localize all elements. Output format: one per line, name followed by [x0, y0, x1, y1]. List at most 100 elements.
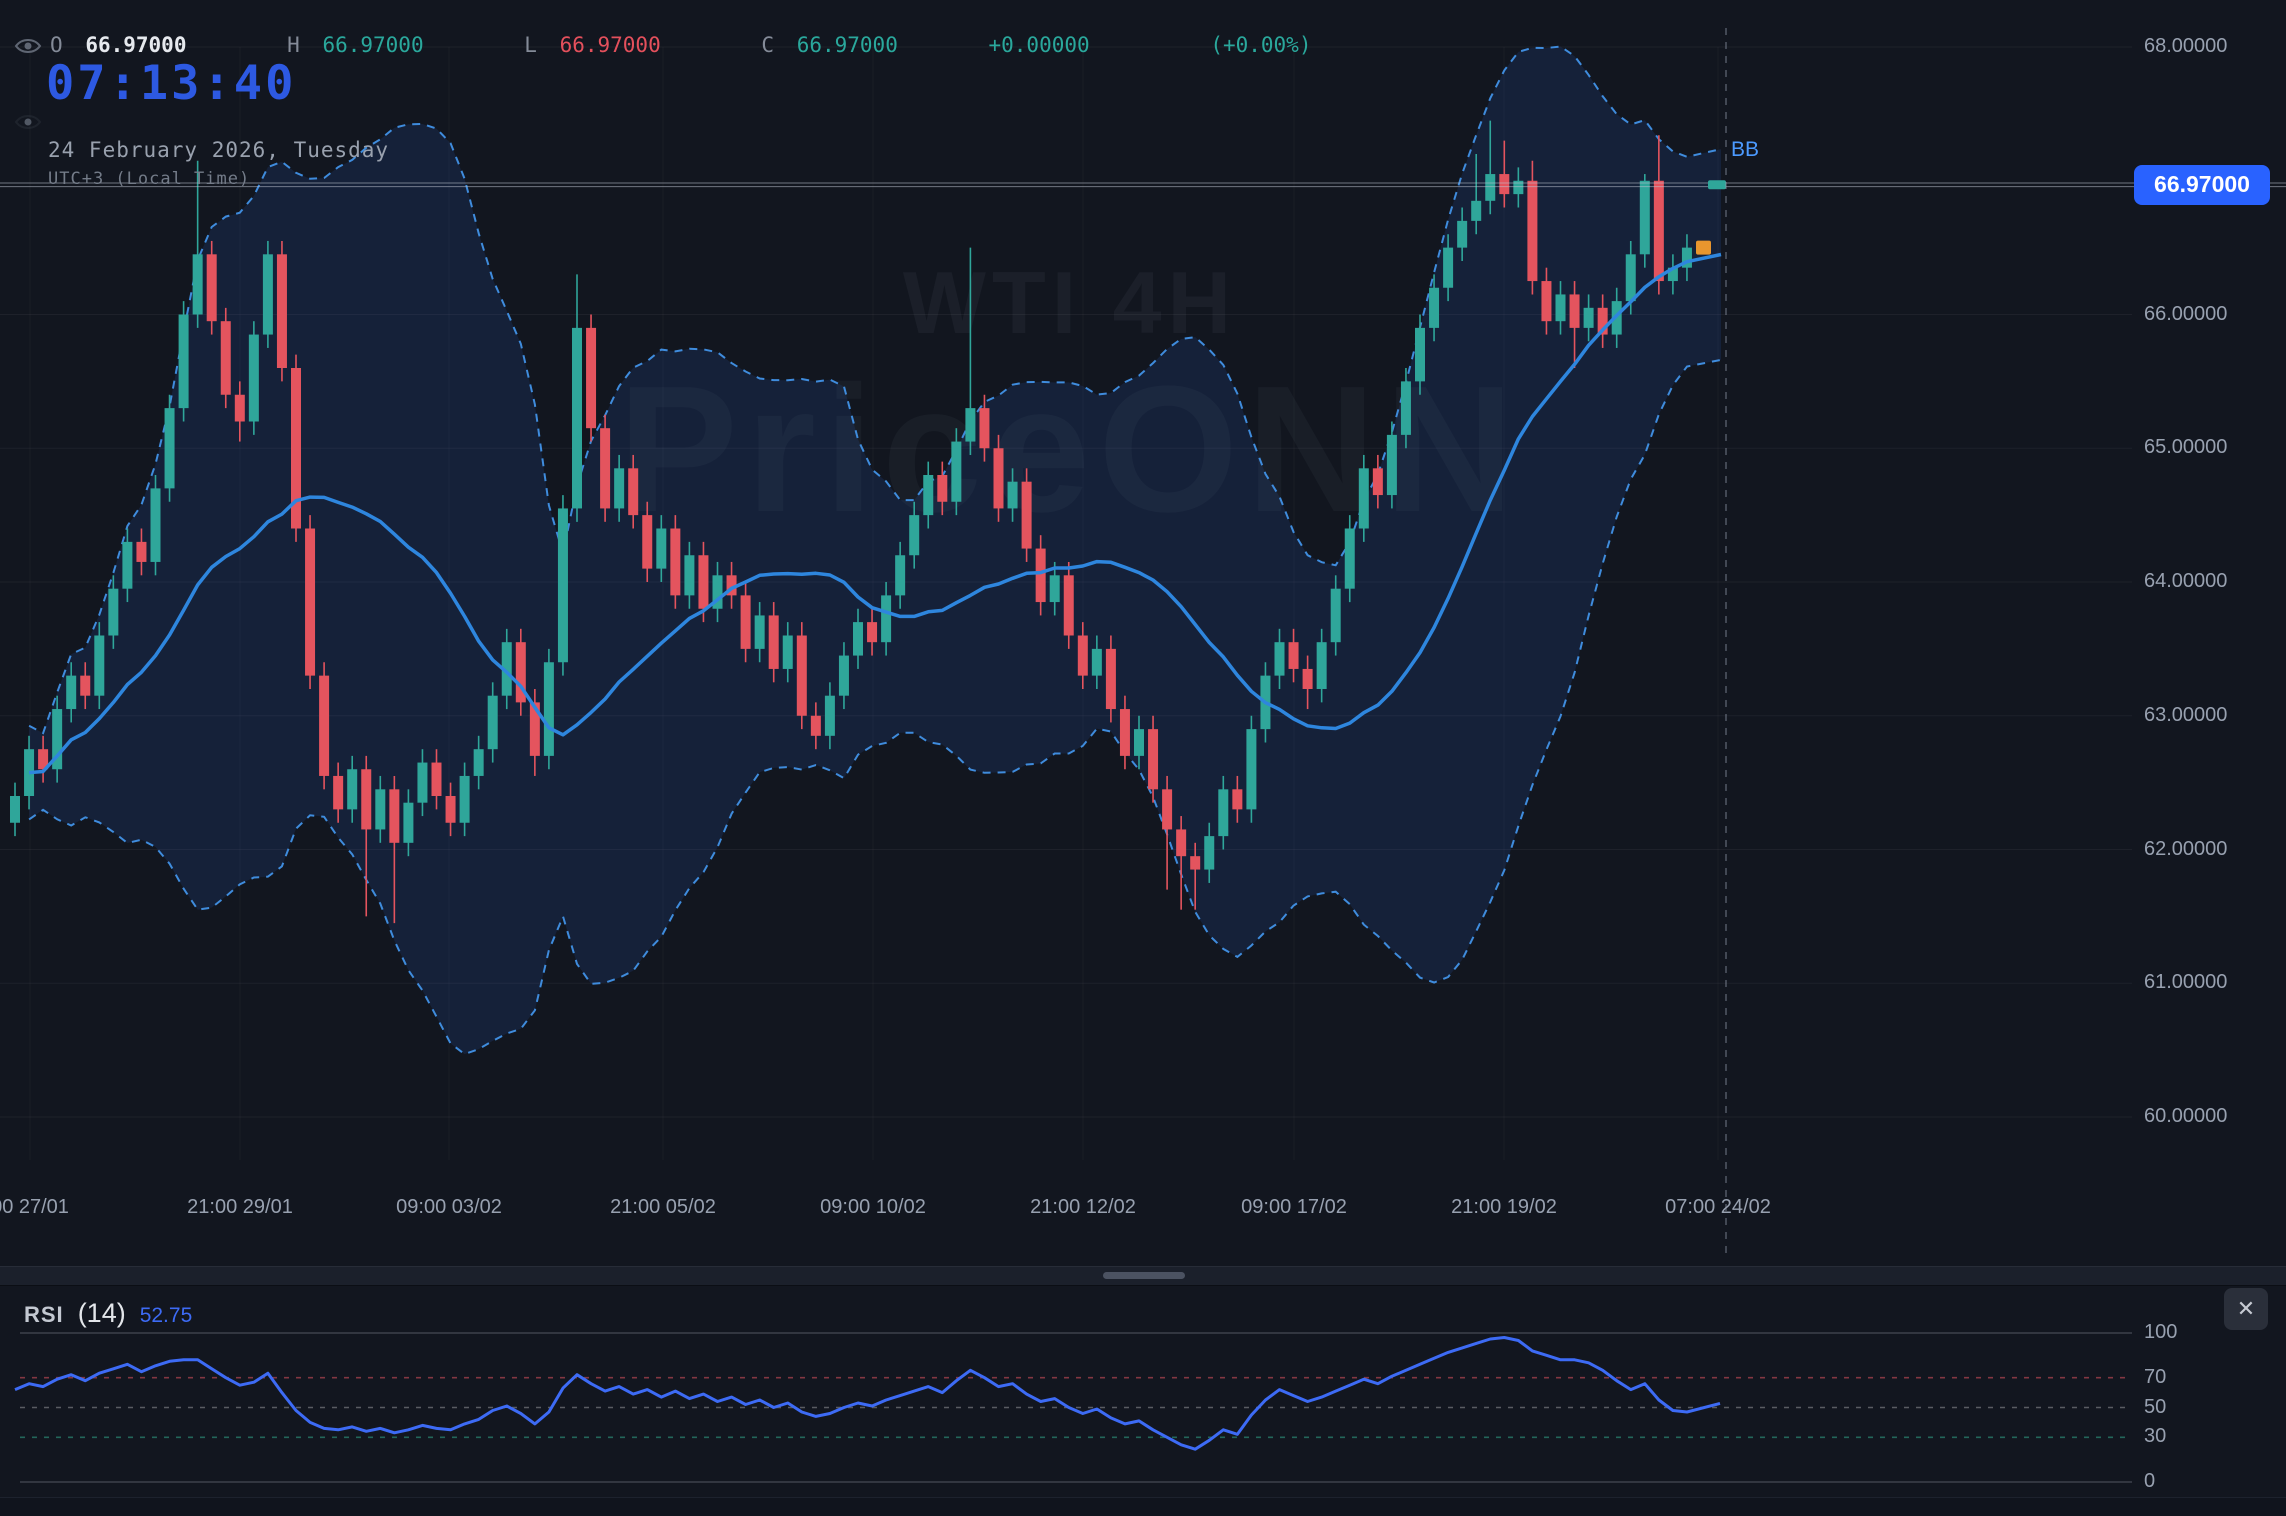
- rsi-line: [14, 1336, 1721, 1451]
- candle-body: [473, 749, 484, 776]
- candle-body: [642, 515, 653, 569]
- time-tick-label: 21:00 12/02: [1030, 1196, 1136, 1218]
- ohlc-legend: O 66.97000 H 66.97000 L 66.97000 C 66.97…: [50, 33, 1311, 57]
- candle-body: [867, 622, 878, 643]
- candle-body: [1527, 180, 1538, 282]
- time-tick-label: 21:00 05/02: [610, 1196, 716, 1218]
- date-label: 24 February 2026, Tuesday: [48, 138, 390, 162]
- change-absolute: +0.00000: [988, 33, 1090, 57]
- candle-body: [979, 408, 990, 449]
- close-label: C: [761, 33, 775, 57]
- time-tick-label: 21:00 29/01: [187, 1196, 293, 1218]
- candle-body: [1063, 575, 1074, 636]
- candle-body: [220, 321, 231, 395]
- candle-body: [1625, 254, 1636, 302]
- candle-body: [122, 541, 133, 589]
- candle-body: [881, 595, 892, 643]
- candle-body: [10, 796, 20, 823]
- candle-body: [1330, 588, 1341, 643]
- candle-body: [824, 695, 835, 736]
- candle-body: [1569, 294, 1580, 328]
- panel-drag-handle[interactable]: [1103, 1272, 1185, 1279]
- candle-body: [150, 488, 161, 562]
- candle-body: [431, 762, 442, 796]
- candle-body: [698, 555, 709, 609]
- candle-body: [234, 394, 245, 422]
- candle-body: [810, 715, 821, 736]
- rsi-close-button[interactable]: ✕: [2224, 1288, 2268, 1330]
- candle-body: [993, 448, 1004, 509]
- candle-body: [670, 528, 681, 596]
- bollinger-band-label: BB: [1731, 138, 1760, 161]
- eye-icon[interactable]: [14, 36, 42, 56]
- candle-body: [248, 334, 259, 422]
- candle-body: [403, 802, 414, 843]
- candle-body: [1372, 468, 1383, 496]
- last-price-tick: [1708, 180, 1726, 190]
- high-label: H: [287, 33, 300, 57]
- time-tick-label: 21:00 19/02: [1451, 1196, 1557, 1218]
- time-tick-label: 09:00 03/02: [396, 1196, 502, 1218]
- candle-body: [838, 655, 849, 696]
- candle-body: [1386, 434, 1397, 496]
- panel-separator: [0, 1266, 2286, 1286]
- candle-body: [276, 254, 287, 368]
- session-clock: 07:13:40: [46, 56, 297, 111]
- open-value: 66.97000: [85, 33, 187, 57]
- eye-icon[interactable]: [14, 112, 42, 132]
- candle-body: [1049, 575, 1060, 603]
- candle-body: [1035, 548, 1046, 603]
- candle-body: [94, 635, 105, 696]
- candle-body: [361, 769, 372, 830]
- candle-body: [66, 675, 77, 710]
- candle-body: [1415, 327, 1425, 382]
- bb-lower-band: [28, 358, 1722, 1056]
- candle-body: [937, 475, 948, 502]
- candle-body: [782, 635, 793, 669]
- high-value: 66.97000: [322, 33, 424, 57]
- bb-middle-sma-line: [28, 252, 1722, 775]
- time-tick-label: 09:00 10/02: [820, 1196, 926, 1218]
- candle-body: [768, 615, 779, 669]
- candle-body: [600, 428, 611, 509]
- candle-body: [291, 368, 301, 529]
- price-tick-label: 68.00000: [2144, 35, 2228, 57]
- candle-body: [529, 702, 540, 756]
- price-tick-label: 60.00000: [2144, 1105, 2228, 1127]
- candle-body: [192, 254, 203, 315]
- candle-body: [1485, 174, 1496, 201]
- candle-body: [543, 662, 554, 756]
- signal-marker: [1696, 240, 1711, 255]
- candle-body: [1274, 642, 1285, 676]
- candle-body: [684, 555, 695, 596]
- candle-body: [1471, 200, 1482, 221]
- candle-body: [1667, 267, 1678, 282]
- candle-body: [740, 595, 751, 649]
- main-chart-canvas[interactable]: [0, 0, 2286, 1268]
- candle-body: [1246, 729, 1257, 810]
- candle-body: [1541, 281, 1552, 322]
- candle-body: [628, 468, 639, 516]
- candle-body: [1555, 294, 1566, 322]
- candle-body: [726, 575, 737, 596]
- candle-body: [1597, 307, 1608, 335]
- candle-body: [52, 709, 63, 770]
- candle-body: [572, 327, 582, 509]
- rsi-period: (14): [77, 1298, 126, 1328]
- candle-body: [375, 789, 386, 830]
- candle-body: [178, 314, 189, 409]
- candle-body: [1204, 836, 1215, 870]
- candle-body: [1134, 729, 1144, 756]
- candle-body: [333, 775, 344, 810]
- candle-body: [923, 475, 934, 516]
- low-label: L: [524, 33, 537, 57]
- candle-body: [319, 675, 330, 776]
- close-icon: ✕: [2236, 1296, 2256, 1321]
- rsi-chart-canvas[interactable]: [0, 1284, 2286, 1496]
- rsi-tick-label: 70: [2144, 1365, 2167, 1388]
- rsi-tick-label: 0: [2144, 1470, 2156, 1492]
- candle-body: [1681, 247, 1692, 268]
- time-tick-label: 00 27/01: [0, 1196, 69, 1218]
- candle-body: [1653, 180, 1664, 282]
